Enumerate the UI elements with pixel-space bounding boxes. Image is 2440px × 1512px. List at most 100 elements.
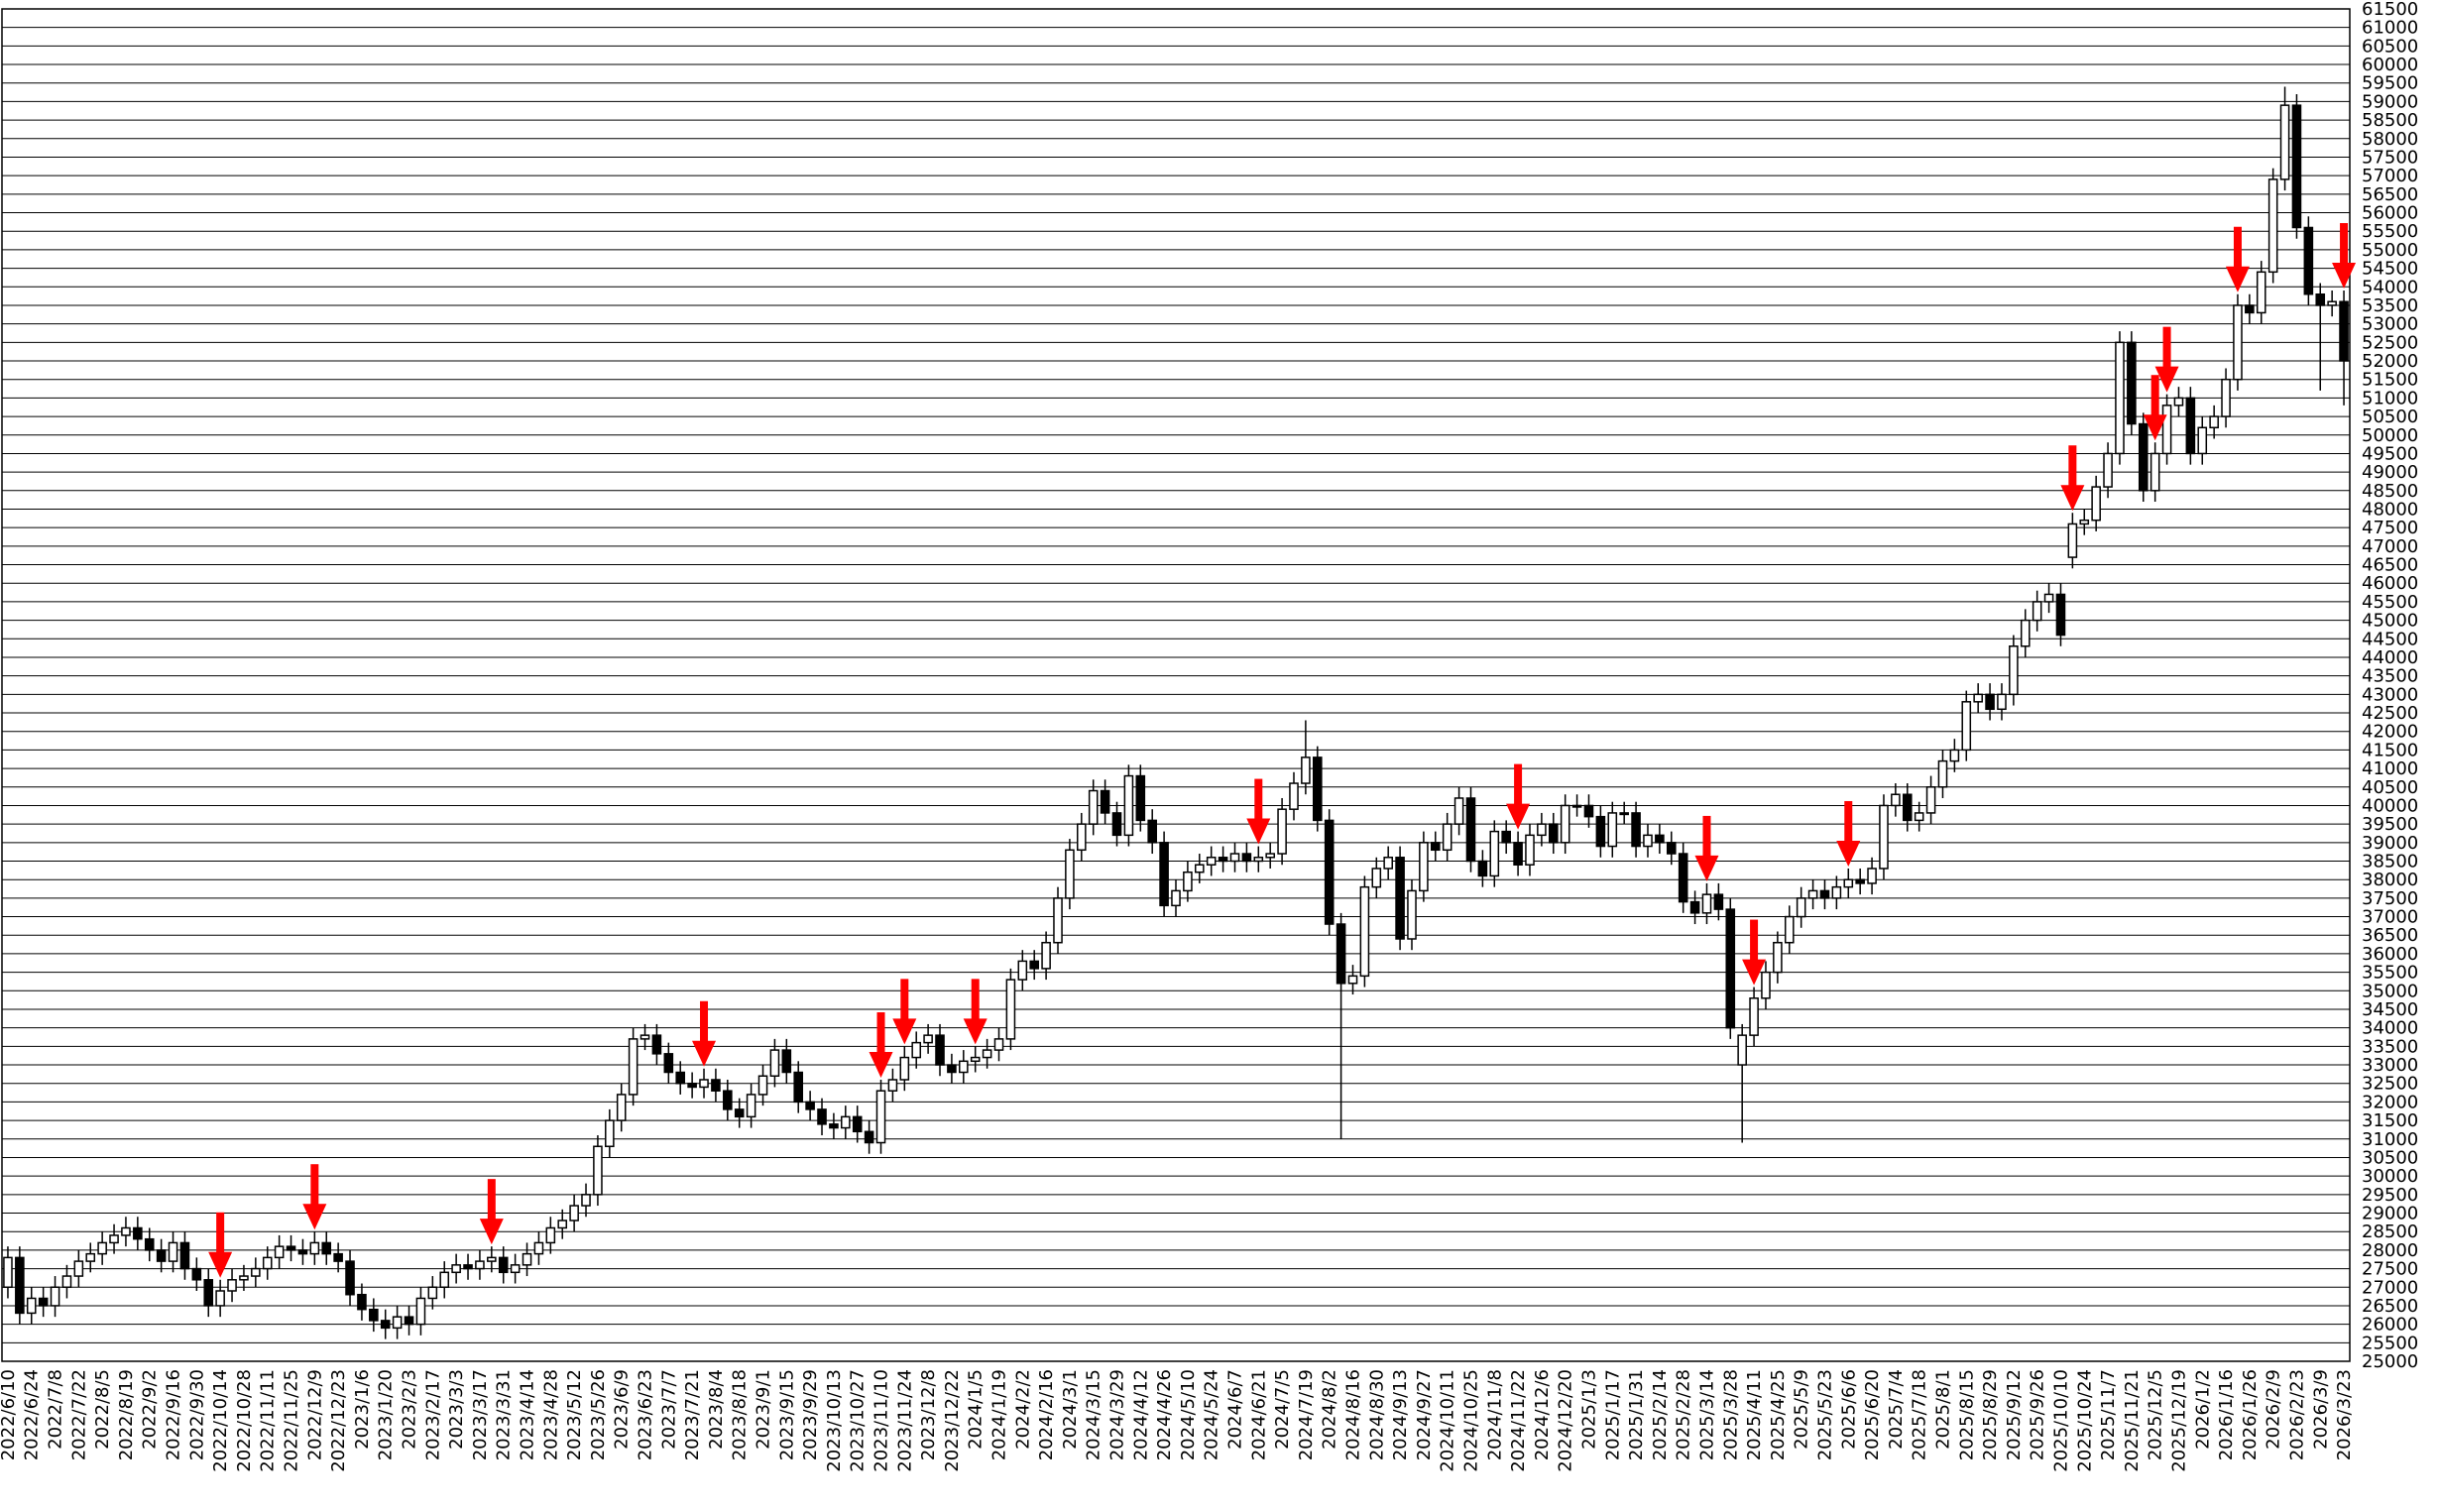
candle-body bbox=[2339, 300, 2349, 362]
candle-body bbox=[2291, 104, 2302, 229]
candle-body bbox=[723, 1090, 733, 1110]
candle-body bbox=[829, 1123, 839, 1129]
candle-body bbox=[2256, 271, 2266, 314]
candle-body bbox=[522, 1252, 532, 1266]
candle-body bbox=[2020, 619, 2031, 647]
candle-body bbox=[982, 1049, 992, 1059]
candle-body bbox=[911, 1041, 922, 1059]
candle-body bbox=[133, 1226, 143, 1240]
candle-body bbox=[1029, 960, 1040, 970]
signal-arrow-head bbox=[2060, 485, 2085, 512]
x-tick-label: 2023/12/8 bbox=[918, 1369, 939, 1460]
candle-body bbox=[651, 1034, 662, 1055]
x-tick-label: 2025/4/11 bbox=[1744, 1369, 1765, 1460]
x-tick-label: 2025/4/25 bbox=[1768, 1369, 1789, 1460]
signal-arrow-shaft bbox=[2162, 326, 2171, 369]
signal-arrow-head bbox=[1742, 959, 1767, 986]
candle-body bbox=[841, 1115, 851, 1129]
signal-arrow-shaft bbox=[487, 1179, 496, 1221]
y-tick-label: 25000 bbox=[2362, 1351, 2418, 1372]
candle-body bbox=[451, 1264, 461, 1274]
y-tick-label: 39500 bbox=[2362, 814, 2418, 835]
y-tick-label: 50500 bbox=[2362, 407, 2418, 427]
candle-body bbox=[1571, 804, 1582, 808]
candle-body bbox=[2267, 178, 2278, 274]
x-tick-label: 2024/5/24 bbox=[1202, 1369, 1222, 1460]
signal-arrow-shaft bbox=[971, 979, 980, 1021]
candle-body bbox=[2103, 452, 2113, 488]
y-tick-label: 43500 bbox=[2362, 666, 2418, 687]
x-tick-label: 2022/8/19 bbox=[116, 1369, 137, 1460]
x-tick-label: 2025/8/15 bbox=[1956, 1369, 1977, 1460]
y-tick-label: 46000 bbox=[2362, 573, 2418, 594]
candle-body bbox=[2233, 304, 2243, 381]
candle-body bbox=[1666, 842, 1677, 855]
candle-body bbox=[85, 1252, 96, 1262]
y-tick-label: 37500 bbox=[2362, 888, 2418, 909]
candle-body bbox=[628, 1038, 639, 1096]
x-tick-label: 2025/10/10 bbox=[2050, 1369, 2071, 1472]
candle-body bbox=[581, 1194, 591, 1207]
candle-body bbox=[1395, 857, 1405, 940]
candle-body bbox=[935, 1034, 945, 1066]
x-tick-label: 2024/8/30 bbox=[1366, 1369, 1387, 1460]
y-tick-label: 45500 bbox=[2362, 592, 2418, 613]
x-tick-label: 2024/7/19 bbox=[1296, 1369, 1317, 1460]
signal-arrow-head bbox=[208, 1251, 233, 1278]
candle-body bbox=[2127, 341, 2137, 425]
candle-body bbox=[191, 1267, 202, 1281]
x-tick-label: 2023/7/21 bbox=[682, 1369, 703, 1460]
candle-body bbox=[1253, 857, 1264, 863]
x-tick-label: 2023/11/10 bbox=[871, 1369, 892, 1472]
x-tick-label: 2023/11/24 bbox=[894, 1369, 915, 1472]
candle-body bbox=[1277, 808, 1287, 855]
x-tick-label: 2026/1/16 bbox=[2216, 1369, 2237, 1460]
candle-body bbox=[1430, 842, 1441, 852]
candle-body bbox=[1961, 701, 1972, 752]
y-tick-label: 28500 bbox=[2362, 1221, 2418, 1242]
x-tick-label: 2026/2/23 bbox=[2286, 1369, 2307, 1460]
candle-body bbox=[2197, 426, 2208, 455]
candle-body bbox=[1631, 812, 1641, 848]
candle-body bbox=[1855, 878, 1865, 884]
candle-body bbox=[1773, 941, 1783, 974]
candle-body bbox=[2032, 601, 2042, 622]
x-tick-label: 2023/9/15 bbox=[776, 1369, 797, 1460]
x-tick-label: 2025/1/3 bbox=[1578, 1369, 1599, 1450]
signal-arrow-shaft bbox=[2233, 226, 2242, 269]
candle-body bbox=[239, 1275, 249, 1281]
candle-body bbox=[1065, 849, 1075, 899]
y-tick-label: 47000 bbox=[2362, 536, 2418, 557]
candle-body bbox=[1324, 819, 1335, 925]
candle-body bbox=[286, 1245, 296, 1251]
candle-body bbox=[2327, 300, 2337, 306]
x-tick-label: 2023/5/12 bbox=[564, 1369, 585, 1460]
x-tick-label: 2024/1/19 bbox=[989, 1369, 1010, 1460]
candle-body bbox=[50, 1286, 60, 1307]
x-tick-label: 2024/12/20 bbox=[1556, 1369, 1576, 1472]
candle-body bbox=[970, 1056, 981, 1063]
signal-arrow-shaft bbox=[876, 1011, 885, 1054]
candle-body bbox=[97, 1241, 107, 1255]
y-tick-label: 34000 bbox=[2362, 1018, 2418, 1039]
candle-body bbox=[109, 1234, 119, 1244]
x-tick-label: 2023/1/6 bbox=[352, 1369, 373, 1450]
candle-body bbox=[510, 1264, 521, 1274]
candle-body bbox=[333, 1252, 343, 1262]
y-tick-label: 30500 bbox=[2362, 1147, 2418, 1168]
candle-body bbox=[1891, 793, 1901, 807]
x-tick-label: 2026/1/26 bbox=[2240, 1369, 2261, 1460]
x-tick-label: 2024/1/5 bbox=[966, 1369, 987, 1450]
x-tick-label: 2023/12/22 bbox=[942, 1369, 963, 1472]
candle-body bbox=[2279, 104, 2290, 180]
x-tick-label: 2025/6/20 bbox=[1862, 1369, 1883, 1460]
candle-body bbox=[1041, 941, 1051, 970]
candle-body bbox=[1879, 804, 1889, 870]
candle-body bbox=[144, 1237, 155, 1251]
candle-body bbox=[1867, 868, 1877, 884]
candle-body bbox=[699, 1079, 709, 1089]
x-tick-label: 2022/10/28 bbox=[234, 1369, 255, 1472]
y-tick-label: 58500 bbox=[2362, 110, 2418, 131]
y-tick-label: 48000 bbox=[2362, 499, 2418, 520]
x-tick-label: 2025/8/1 bbox=[1932, 1369, 1953, 1450]
